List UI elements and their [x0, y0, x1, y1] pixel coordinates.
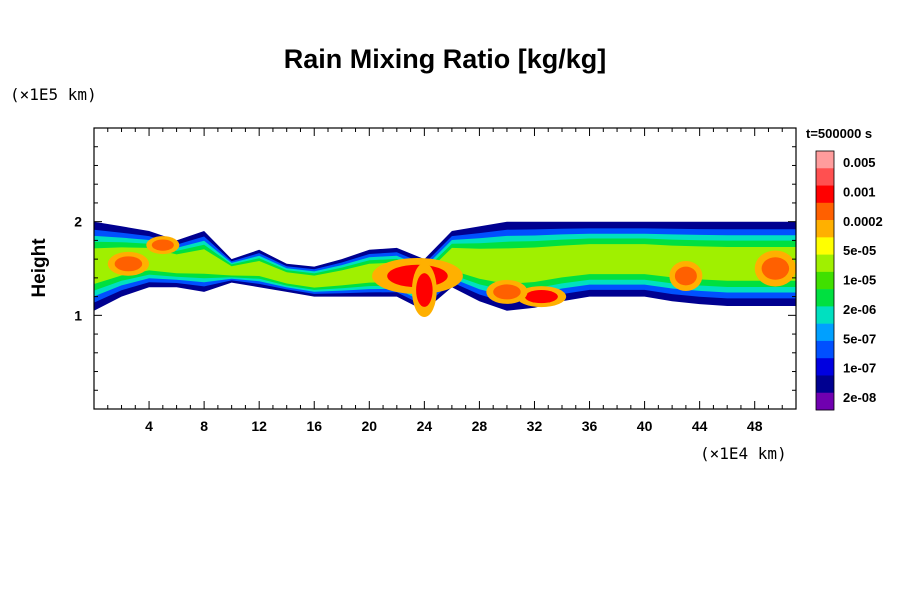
x-tick-label: 4	[145, 418, 153, 434]
colorbar-swatch-8	[816, 289, 834, 307]
core-7	[151, 239, 174, 251]
colorbar-frame	[815, 150, 835, 411]
core-1	[416, 273, 433, 307]
colorbar-swatch-9	[816, 306, 834, 324]
core-5	[674, 266, 697, 286]
core-2	[524, 290, 558, 304]
x-tick-label: 36	[582, 418, 598, 434]
core-6	[493, 284, 521, 300]
x-tick-label: 44	[692, 418, 708, 434]
y-tick-label: 1	[74, 307, 82, 323]
x-tick-label: 20	[362, 418, 378, 434]
x-axis-unit: (×1E4 km)	[700, 444, 787, 463]
colorbar-swatch-13	[816, 375, 834, 394]
core-3	[114, 256, 143, 272]
colorbar-swatch-11	[816, 340, 834, 359]
x-tick-label: 32	[527, 418, 543, 434]
colorbar-label: 5e-07	[843, 331, 876, 346]
plot-frame	[93, 127, 797, 410]
colorbar-swatch-4	[816, 220, 834, 238]
time-label: t=500000 s	[806, 126, 873, 141]
colorbar-swatch-6	[816, 254, 834, 273]
colorbar-swatch-5	[816, 237, 834, 255]
x-tick-label: 48	[747, 418, 763, 434]
field-layer	[94, 221, 796, 318]
colorbar-swatch-1	[816, 168, 834, 186]
colorbar-swatch-10	[816, 323, 834, 342]
colorbar-swatch-2	[816, 185, 834, 204]
y-tick-label: 2	[74, 214, 82, 230]
core-4	[761, 257, 790, 280]
y-axis-unit: (×1E5 km)	[10, 85, 97, 104]
colorbar-label: 2e-06	[843, 302, 876, 317]
x-tick-label: 24	[417, 418, 433, 434]
colorbar-label: 0.001	[843, 184, 876, 199]
colorbar-label: 0.0002	[843, 214, 883, 229]
chart-title: Rain Mixing Ratio [kg/kg]	[283, 44, 607, 74]
colorbar: 0.005 0.001 0.0002 5e-05 1e-05 2e-06 5e-07 1e-0…	[815, 150, 883, 411]
colorbar-swatch-7	[816, 271, 834, 290]
x-tick-label: 40	[637, 418, 653, 434]
colorbar-label: 5e-05	[843, 243, 876, 258]
colorbar-label: 0.005	[843, 155, 876, 170]
colorbar-swatch-0	[816, 151, 834, 169]
colorbar-label: 1e-07	[843, 361, 876, 376]
x-tick-label: 8	[200, 418, 208, 434]
x-tick-label: 16	[306, 418, 322, 434]
colorbar-label: 1e-05	[843, 273, 876, 288]
x-tick-label: 28	[472, 418, 488, 434]
colorbar-swatch-3	[816, 202, 834, 221]
colorbar-label: 2e-08	[843, 390, 876, 405]
colorbar-swatch-14	[816, 392, 834, 411]
x-tick-label: 12	[251, 418, 267, 434]
colorbar-swatch-12	[816, 358, 834, 376]
